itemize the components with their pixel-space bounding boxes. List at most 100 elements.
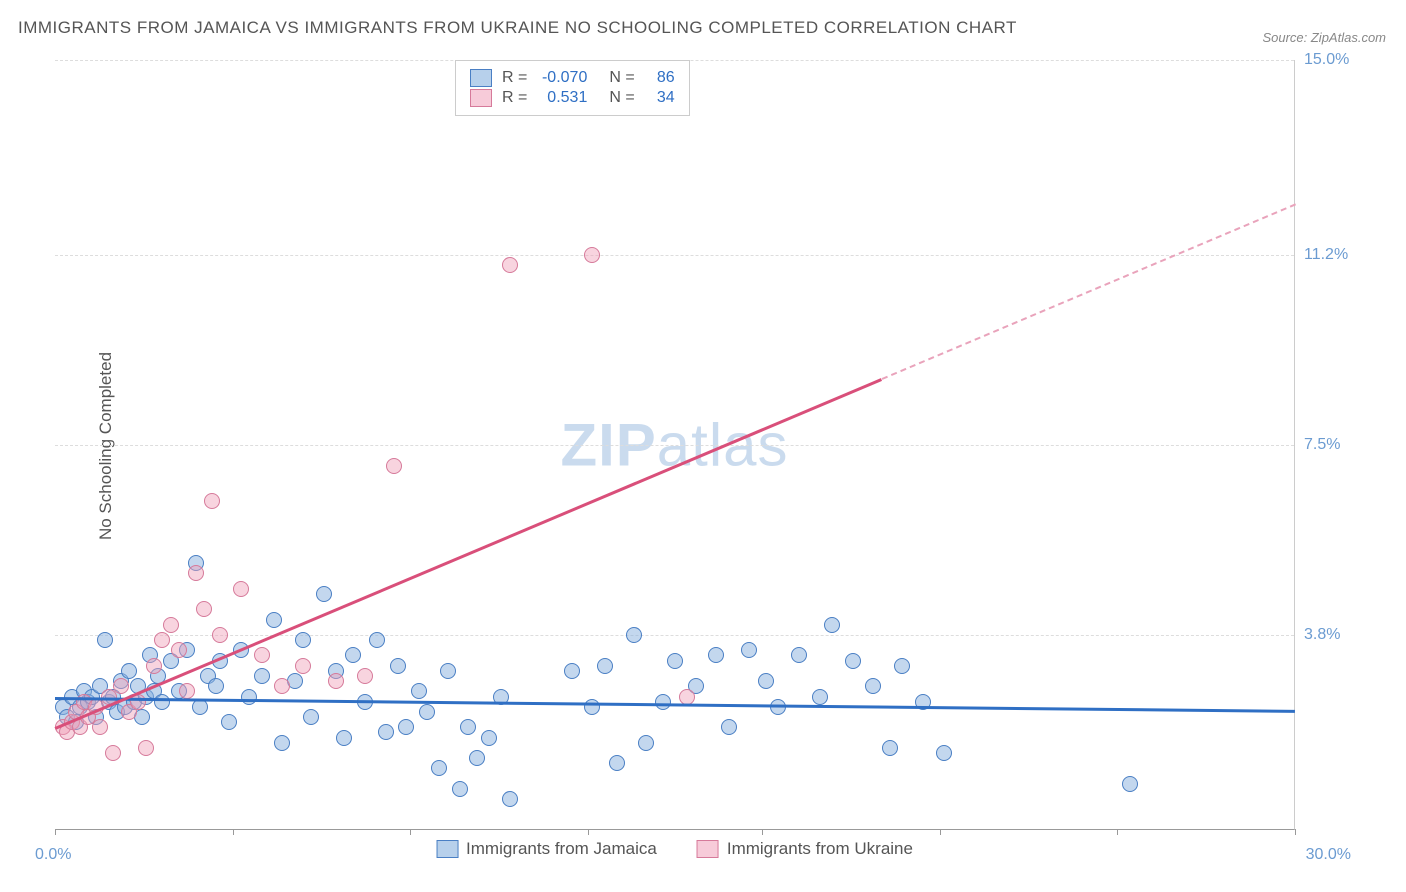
data-point — [154, 694, 170, 710]
data-point — [154, 632, 170, 648]
data-point — [609, 755, 625, 771]
y-tick-label: 7.5% — [1304, 436, 1374, 454]
x-max-label: 30.0% — [1306, 846, 1351, 864]
data-point — [146, 658, 162, 674]
data-point — [138, 740, 154, 756]
data-point — [208, 678, 224, 694]
data-point — [254, 668, 270, 684]
gridline — [55, 635, 1294, 636]
stat-row-jamaica: R = -0.070 N = 86 — [470, 69, 675, 87]
y-tick-label: 15.0% — [1304, 51, 1374, 69]
data-point — [163, 617, 179, 633]
source-credit: Source: ZipAtlas.com — [1262, 30, 1386, 45]
data-point — [328, 673, 344, 689]
swatch-blue-icon — [436, 840, 458, 858]
data-point — [386, 458, 402, 474]
data-point — [336, 730, 352, 746]
x-tick — [233, 829, 234, 835]
x-tick — [55, 829, 56, 835]
data-point — [1122, 776, 1138, 792]
data-point — [597, 658, 613, 674]
data-point — [105, 745, 121, 761]
data-point — [303, 709, 319, 725]
data-point — [345, 647, 361, 663]
data-point — [791, 647, 807, 663]
swatch-blue — [470, 69, 492, 87]
x-min-label: 0.0% — [35, 846, 71, 864]
data-point — [721, 719, 737, 735]
plot-area: ZIPatlas R = -0.070 N = 86 R = 0.531 N =… — [55, 60, 1295, 830]
data-point — [171, 642, 187, 658]
data-point — [564, 663, 580, 679]
data-point — [679, 689, 695, 705]
data-point — [481, 730, 497, 746]
data-point — [316, 586, 332, 602]
data-point — [741, 642, 757, 658]
x-tick — [588, 829, 589, 835]
data-point — [882, 740, 898, 756]
data-point — [812, 689, 828, 705]
stat-row-ukraine: R = 0.531 N = 34 — [470, 89, 675, 107]
bottom-legend: Immigrants from Jamaica Immigrants from … — [436, 839, 913, 859]
data-point — [274, 678, 290, 694]
y-tick-label: 3.8% — [1304, 626, 1374, 644]
data-point — [398, 719, 414, 735]
data-point — [295, 658, 311, 674]
data-point — [390, 658, 406, 674]
data-point — [758, 673, 774, 689]
data-point — [212, 627, 228, 643]
data-point — [204, 493, 220, 509]
data-point — [419, 704, 435, 720]
x-tick — [1295, 829, 1296, 835]
data-point — [241, 689, 257, 705]
data-point — [431, 760, 447, 776]
data-point — [254, 647, 270, 663]
data-point — [708, 647, 724, 663]
trend-line — [881, 204, 1295, 380]
data-point — [638, 735, 654, 751]
data-point — [936, 745, 952, 761]
y-tick-label: 11.2% — [1304, 246, 1374, 264]
data-point — [440, 663, 456, 679]
data-point — [667, 653, 683, 669]
data-point — [378, 724, 394, 740]
data-point — [411, 683, 427, 699]
data-point — [584, 699, 600, 715]
data-point — [92, 719, 108, 735]
data-point — [113, 678, 129, 694]
gridline — [55, 445, 1294, 446]
chart-title: IMMIGRANTS FROM JAMAICA VS IMMIGRANTS FR… — [18, 18, 1017, 38]
data-point — [824, 617, 840, 633]
data-point — [221, 714, 237, 730]
swatch-pink-icon — [697, 840, 719, 858]
data-point — [295, 632, 311, 648]
data-point — [469, 750, 485, 766]
data-point — [369, 632, 385, 648]
trend-line — [55, 697, 1295, 713]
data-point — [655, 694, 671, 710]
x-tick — [410, 829, 411, 835]
data-point — [274, 735, 290, 751]
data-point — [357, 668, 373, 684]
stat-legend: R = -0.070 N = 86 R = 0.531 N = 34 — [455, 60, 690, 116]
data-point — [452, 781, 468, 797]
data-point — [188, 565, 204, 581]
legend-item-ukraine: Immigrants from Ukraine — [697, 839, 913, 859]
data-point — [845, 653, 861, 669]
swatch-pink — [470, 89, 492, 107]
gridline — [55, 255, 1294, 256]
data-point — [584, 247, 600, 263]
data-point — [894, 658, 910, 674]
data-point — [626, 627, 642, 643]
data-point — [233, 581, 249, 597]
data-point — [266, 612, 282, 628]
x-tick — [940, 829, 941, 835]
legend-item-jamaica: Immigrants from Jamaica — [436, 839, 657, 859]
data-point — [865, 678, 881, 694]
data-point — [460, 719, 476, 735]
x-tick — [1117, 829, 1118, 835]
x-tick — [762, 829, 763, 835]
data-point — [196, 601, 212, 617]
data-point — [179, 683, 195, 699]
data-point — [502, 257, 518, 273]
